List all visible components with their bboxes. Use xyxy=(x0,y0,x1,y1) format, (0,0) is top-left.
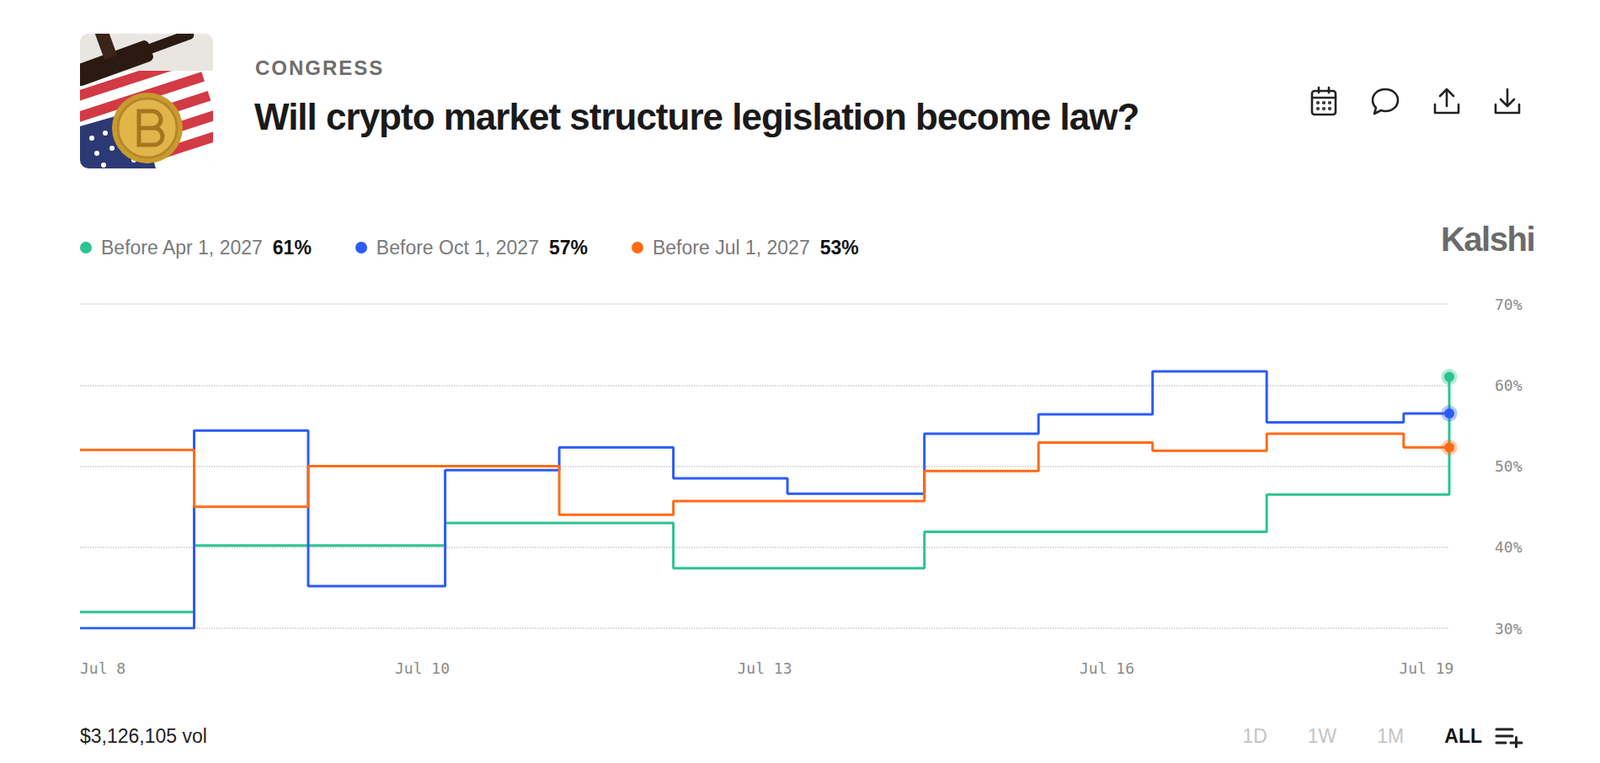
html-text:Before Oct 1, 2027: Before Oct 1, 2027 xyxy=(376,236,539,259)
html-text:Will crypto market structure l: Will crypto market structure legislation… xyxy=(254,96,1139,138)
html-text:1W: 1W xyxy=(1307,725,1337,747)
svg-text:50%: 50% xyxy=(1494,457,1523,475)
svg-text:Jul 10: Jul 10 xyxy=(394,659,450,678)
svg-text:30%: 30% xyxy=(1494,619,1523,638)
svg-text:Jul 8: Jul 8 xyxy=(80,659,126,678)
html-text:Before Apr 1, 2027: Before Apr 1, 2027 xyxy=(101,236,263,259)
html-text:1D: 1D xyxy=(1242,725,1268,747)
html-text:$3,126,105 vol: $3,126,105 vol xyxy=(80,725,208,747)
svg-text:60%: 60% xyxy=(1494,376,1523,395)
svg-text:Jul 16: Jul 16 xyxy=(1079,659,1135,678)
svg-text:Jul 13: Jul 13 xyxy=(736,659,792,678)
html-text:Before Jul 1, 2027: Before Jul 1, 2027 xyxy=(652,236,810,259)
svg-text:Jul 19: Jul 19 xyxy=(1398,659,1454,678)
html-text:1M: 1M xyxy=(1377,725,1405,747)
html-text:ALL: ALL xyxy=(1444,725,1483,747)
html-text:53%: 53% xyxy=(819,236,859,259)
svg-text:40%: 40% xyxy=(1494,538,1523,556)
html-text:61%: 61% xyxy=(272,236,312,259)
html-text:Kalshi: Kalshi xyxy=(1440,220,1535,258)
html-text:57%: 57% xyxy=(548,236,588,259)
html-text:CONGRESS: CONGRESS xyxy=(255,56,385,80)
svg-text:70%: 70% xyxy=(1494,295,1523,314)
